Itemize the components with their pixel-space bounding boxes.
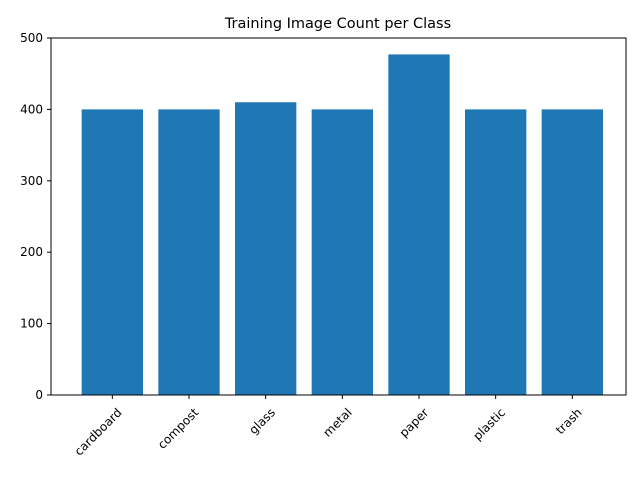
bar-cardboard <box>81 109 143 396</box>
y-tick-label: 300 <box>20 174 43 188</box>
bar-metal <box>311 109 373 396</box>
y-tick-label: 0 <box>35 388 43 402</box>
y-tick-label: 200 <box>20 245 43 259</box>
y-tick-label: 400 <box>20 102 43 116</box>
chart-title: Training Image Count per Class <box>224 16 451 32</box>
bar-compost <box>158 109 220 396</box>
bars-group <box>81 54 603 396</box>
bar-paper <box>388 54 450 396</box>
y-tick-label: 500 <box>20 31 43 45</box>
y-tick-label: 100 <box>20 317 43 331</box>
plot-frame <box>50 37 627 396</box>
bar-glass <box>235 102 297 395</box>
bar-plastic <box>465 109 527 396</box>
bar-trash <box>541 109 603 396</box>
y-axis: 0 100 200 300 400 500 <box>20 31 51 402</box>
